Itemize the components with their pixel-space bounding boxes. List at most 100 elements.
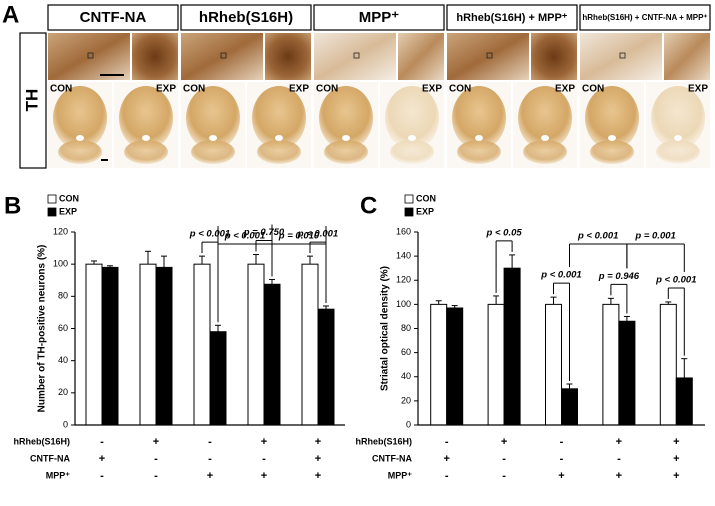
bar bbox=[101, 266, 119, 426]
bar bbox=[618, 320, 636, 426]
y-tick-label: 80 bbox=[401, 323, 411, 333]
legend-swatch bbox=[404, 207, 414, 217]
treatment-sign: + bbox=[673, 470, 679, 482]
header: hRheb(S16H) + CNTF-NA + MPP⁺ bbox=[582, 13, 707, 22]
bar bbox=[561, 388, 578, 426]
legend-label: CON bbox=[416, 193, 436, 203]
striatum bbox=[53, 86, 107, 150]
bar bbox=[301, 263, 319, 426]
bar bbox=[85, 263, 103, 426]
striatum-lower bbox=[390, 140, 434, 164]
y-tick-label: 60 bbox=[58, 323, 68, 333]
striatum-lower bbox=[523, 140, 567, 164]
panel-label: B bbox=[4, 192, 21, 219]
exp-label: EXP bbox=[289, 84, 309, 95]
bar bbox=[602, 303, 620, 426]
treatment-sign: - bbox=[502, 470, 506, 482]
y-tick-label: 0 bbox=[63, 419, 68, 429]
p-value: p = 0.001 bbox=[634, 231, 675, 242]
bar bbox=[659, 303, 677, 426]
treatment-sign: + bbox=[153, 436, 159, 448]
bar bbox=[503, 267, 521, 426]
y-tick-label: 120 bbox=[396, 275, 411, 285]
p-value: p < 0.001 bbox=[577, 231, 618, 242]
striatum bbox=[119, 86, 173, 150]
y-tick-label: 100 bbox=[53, 259, 68, 269]
sn-image bbox=[580, 33, 662, 80]
bar bbox=[487, 303, 505, 426]
treatment-label: hRheb(S16H) bbox=[355, 436, 412, 446]
treatment-sign: + bbox=[315, 470, 321, 482]
ventricle bbox=[142, 135, 150, 141]
con-label: CON bbox=[449, 84, 471, 95]
con-label: CON bbox=[316, 84, 338, 95]
striatum bbox=[585, 86, 639, 150]
header-box bbox=[313, 4, 445, 31]
treatment-sign: + bbox=[315, 453, 321, 465]
p-value: p = 0.946 bbox=[598, 271, 640, 282]
ventricle bbox=[342, 135, 350, 141]
exp-label: EXP bbox=[156, 84, 176, 95]
bar bbox=[317, 308, 335, 426]
treatment-label: CNTF-NA bbox=[372, 453, 412, 463]
p-value: p < 0.001 bbox=[655, 274, 696, 285]
header: CNTF-NA bbox=[80, 9, 147, 26]
treatment-sign: + bbox=[558, 470, 564, 482]
striatum-lower bbox=[590, 140, 634, 164]
treatment-sign: + bbox=[673, 453, 679, 465]
treatment-sign: + bbox=[315, 436, 321, 448]
striatum-lower bbox=[656, 140, 700, 164]
striatum-lower bbox=[58, 140, 102, 164]
ventricle bbox=[275, 135, 283, 141]
treatment-sign: - bbox=[100, 436, 104, 448]
treatment-sign: + bbox=[207, 470, 213, 482]
header: MPP⁺ bbox=[359, 9, 400, 26]
legend-swatch bbox=[47, 207, 57, 217]
p-value: p < 0.001 bbox=[189, 229, 230, 240]
bar bbox=[139, 263, 157, 426]
striatum bbox=[252, 86, 306, 150]
p-value: p < 0.001 bbox=[224, 231, 265, 242]
treatment-sign: - bbox=[154, 453, 158, 465]
treatment-sign: - bbox=[262, 453, 266, 465]
treatment-sign: - bbox=[445, 470, 449, 482]
bar bbox=[209, 331, 227, 426]
ventricle bbox=[76, 135, 84, 141]
exp-label: EXP bbox=[422, 84, 442, 95]
treatment-sign: + bbox=[261, 436, 267, 448]
ventricle bbox=[674, 135, 682, 141]
p-value: p = 0.010 bbox=[278, 231, 320, 242]
p-value: p < 0.001 bbox=[297, 229, 338, 240]
header-box bbox=[446, 4, 578, 31]
treatment-sign: - bbox=[154, 470, 158, 482]
header-box bbox=[180, 4, 312, 31]
zoom-image bbox=[132, 33, 178, 80]
y-tick-label: 60 bbox=[401, 347, 411, 357]
row-label: TH bbox=[22, 89, 41, 112]
y-tick-label: 20 bbox=[401, 395, 411, 405]
legend-label: EXP bbox=[416, 206, 434, 216]
treatment-label: hRheb(S16H) bbox=[13, 436, 70, 446]
striatum bbox=[319, 86, 373, 150]
y-tick-label: 20 bbox=[58, 387, 68, 397]
y-tick-label: 140 bbox=[396, 251, 411, 261]
treatment-sign: + bbox=[99, 453, 105, 465]
ventricle bbox=[541, 135, 549, 141]
sn-roi bbox=[619, 52, 626, 59]
sn-image bbox=[314, 33, 396, 80]
panel-label: A bbox=[2, 1, 19, 28]
striatum bbox=[186, 86, 240, 150]
y-tick-label: 40 bbox=[401, 371, 411, 381]
header-box bbox=[47, 4, 179, 31]
treatment-sign: + bbox=[616, 436, 622, 448]
con-label: CON bbox=[183, 84, 205, 95]
treatment-sign: - bbox=[208, 453, 212, 465]
treatment-sign: - bbox=[445, 436, 449, 448]
con-label: CON bbox=[50, 84, 72, 95]
bar bbox=[430, 303, 448, 426]
bar bbox=[545, 303, 562, 426]
legend-label: CON bbox=[59, 193, 79, 203]
treatment-sign: + bbox=[261, 470, 267, 482]
legend-label: EXP bbox=[59, 206, 77, 216]
y-tick-label: 0 bbox=[406, 419, 411, 429]
